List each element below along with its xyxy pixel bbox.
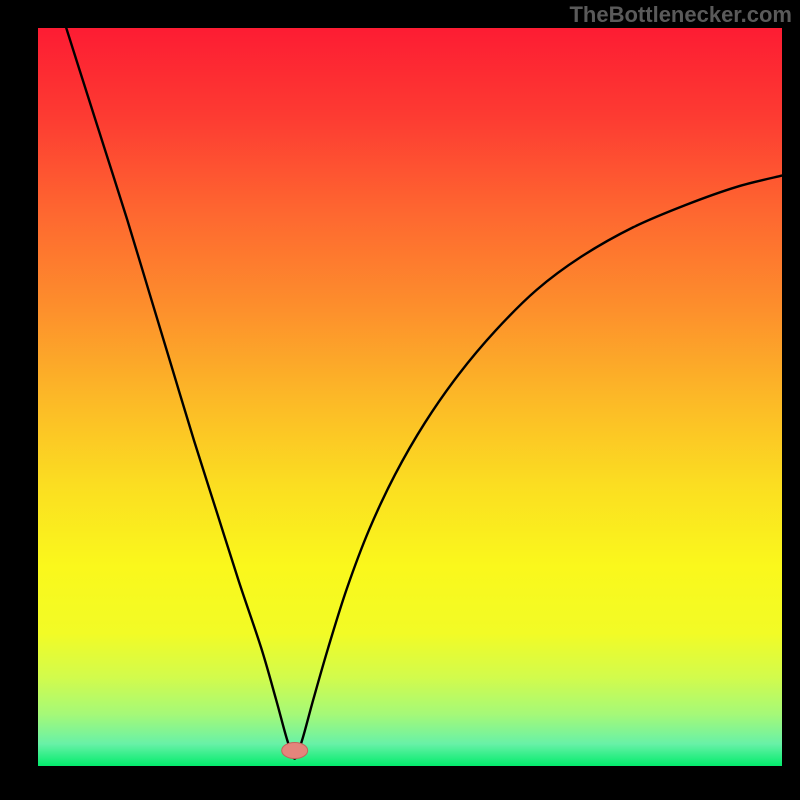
bottleneck-chart [0,0,800,800]
chart-container: TheBottlenecker.com [0,0,800,800]
watermark-text: TheBottlenecker.com [569,2,792,28]
plot-area [38,28,782,766]
optimal-point-marker [282,743,308,759]
